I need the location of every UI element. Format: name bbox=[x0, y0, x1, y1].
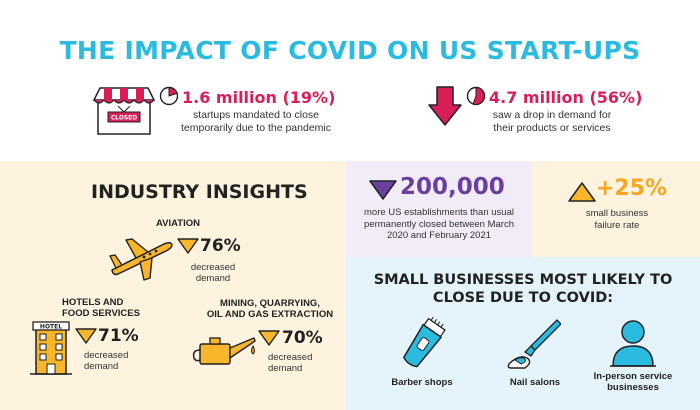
label-line: OIL AND GAS EXTRACTION bbox=[206, 309, 334, 320]
failure-desc: small business failure rate bbox=[562, 208, 672, 231]
desc-line: small business bbox=[585, 208, 649, 219]
label-line: MINING, QUARRYING, bbox=[220, 298, 320, 309]
down-arrow-icon bbox=[427, 85, 463, 127]
label-line: Barber shops bbox=[391, 377, 453, 388]
failure-value: +25% bbox=[596, 176, 668, 201]
heading-line: SMALL BUSINESSES MOST LIKELY TO bbox=[373, 272, 673, 288]
oil-can-icon bbox=[192, 332, 258, 372]
store-closed-icon: CLOSED bbox=[92, 86, 156, 136]
desc-line: more US establishments than usual bbox=[364, 207, 514, 218]
down-triangle-icon bbox=[75, 328, 97, 344]
mining-desc: decreased demand bbox=[268, 352, 312, 374]
hotels-label: HOTELS AND FOOD SERVICES bbox=[62, 297, 140, 319]
hotel-sign-text: HOTEL bbox=[40, 324, 62, 331]
startups-closed-desc: startups mandated to close temporarily d… bbox=[168, 109, 344, 135]
nail-polish-icon bbox=[505, 318, 562, 370]
desc-line: decreased bbox=[84, 350, 129, 361]
demand-drop-value: 4.7 million (56%) bbox=[489, 88, 643, 107]
label-line: businesses bbox=[607, 382, 659, 393]
pie-56-icon bbox=[466, 86, 486, 106]
mining-value: 70% bbox=[282, 328, 323, 348]
label-line: HOTELS AND bbox=[62, 297, 124, 308]
desc-line: decreased bbox=[268, 352, 313, 363]
hotels-value: 71% bbox=[98, 326, 139, 346]
mining-label: MINING, QUARRYING, OIL AND GAS EXTRACTIO… bbox=[200, 298, 340, 320]
aviation-desc: decreased demand bbox=[178, 262, 248, 284]
failure-panel bbox=[532, 161, 700, 257]
heading-line: CLOSE DUE TO COVID: bbox=[432, 290, 614, 306]
establishments-value: 200,000 bbox=[400, 174, 505, 200]
demand-drop-desc: saw a drop in demand for their products … bbox=[482, 109, 622, 135]
desc-line: saw a drop in demand for bbox=[492, 109, 612, 121]
down-triangle-icon bbox=[258, 330, 280, 346]
label-line: FOOD SERVICES bbox=[62, 308, 140, 319]
page-title: THE IMPACT OF COVID ON US START-UPS bbox=[59, 36, 641, 65]
label-line: Nail salons bbox=[509, 377, 561, 388]
pie-19-icon bbox=[159, 86, 179, 106]
small-business-heading: SMALL BUSINESSES MOST LIKELY TO CLOSE DU… bbox=[346, 271, 700, 307]
desc-line: permanently closed between March bbox=[364, 218, 514, 230]
desc-line: demand bbox=[195, 273, 231, 284]
in-person-label: In-person service businesses bbox=[584, 371, 682, 393]
up-triangle-icon bbox=[568, 182, 596, 202]
hotels-desc: decreased demand bbox=[84, 350, 128, 372]
person-icon bbox=[610, 318, 656, 368]
desc-line: demand bbox=[84, 361, 119, 372]
startups-closed-value: 1.6 million (19%) bbox=[182, 88, 336, 107]
down-triangle-purple-icon bbox=[369, 180, 397, 200]
clipper-icon bbox=[395, 316, 451, 372]
desc-line: their products or services bbox=[493, 122, 611, 134]
establishments-panel bbox=[346, 161, 532, 257]
industry-heading: INDUSTRY INSIGHTS bbox=[91, 181, 308, 203]
label-line: In-person service bbox=[593, 371, 673, 382]
desc-line: 2020 and February 2021 bbox=[386, 230, 492, 241]
aviation-value: 76% bbox=[200, 236, 241, 256]
desc-line: demand bbox=[268, 363, 303, 374]
closed-sign-text: CLOSED bbox=[111, 115, 138, 122]
desc-line: decreased bbox=[190, 262, 236, 273]
aviation-label: AVIATION bbox=[156, 218, 200, 229]
desc-line: failure rate bbox=[594, 219, 640, 231]
desc-line: startups mandated to close bbox=[192, 109, 320, 121]
barber-label: Barber shops bbox=[370, 377, 474, 388]
hotel-icon: HOTEL bbox=[30, 320, 72, 376]
desc-line: temporarily due to the pandemic bbox=[181, 122, 331, 134]
nail-label: Nail salons bbox=[490, 377, 580, 388]
down-triangle-icon bbox=[177, 238, 199, 254]
airplane-icon bbox=[108, 234, 174, 282]
establishments-desc: more US establishments than usual perman… bbox=[356, 207, 522, 242]
